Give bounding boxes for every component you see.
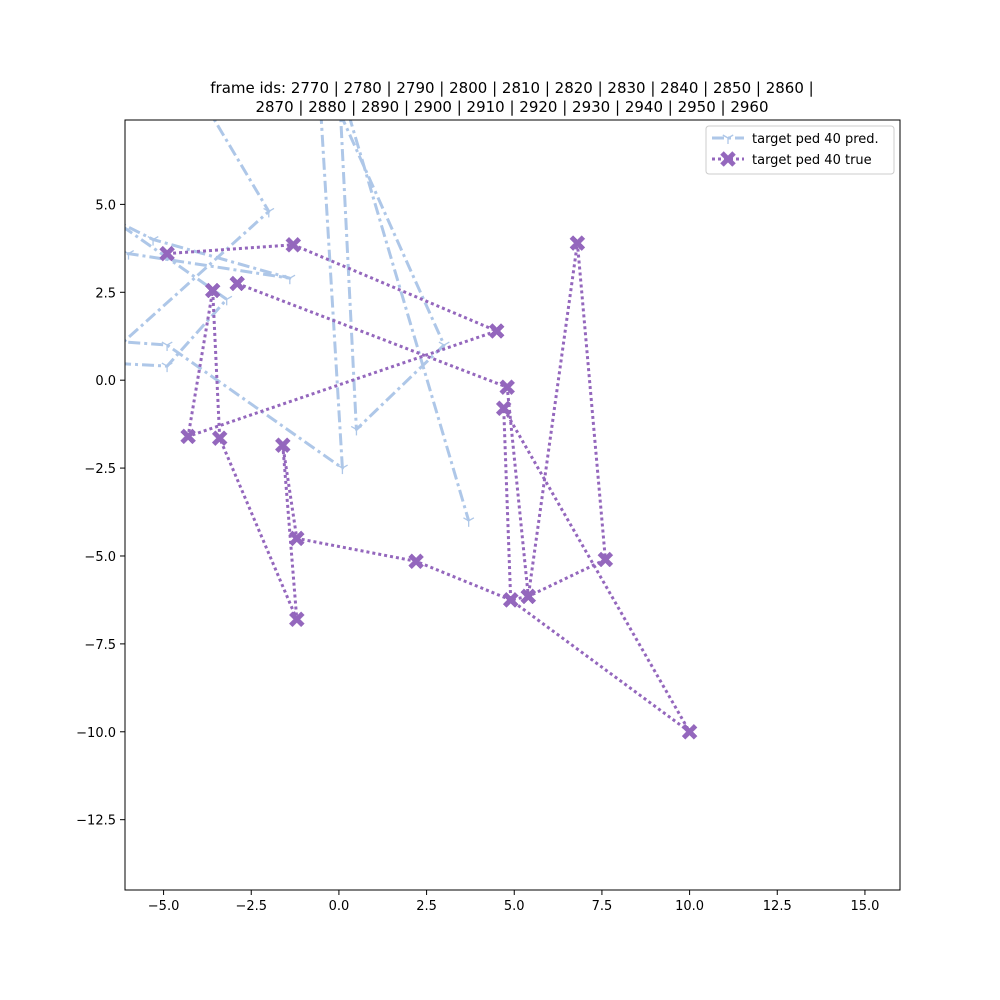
point-marker-true (288, 611, 305, 628)
plot-frame (124, 119, 901, 891)
point-marker-true (204, 282, 221, 299)
point-marker-true (502, 592, 519, 608)
legend-box (705, 125, 895, 175)
legend-swatch-pred (712, 134, 744, 144)
point-marker-true (180, 428, 196, 445)
chart-title-line-1: frame ids: 2770 | 2780 | 2790 | 2800 | 2… (210, 79, 813, 97)
point-marker-true (681, 723, 698, 740)
y-tick-label: −10.0 (76, 726, 116, 741)
point-marker-true (488, 323, 505, 339)
legend-label-pred: target ped 40 pred. (752, 132, 879, 147)
chart-title-line-2: 2870 | 2880 | 2890 | 2900 | 2910 | 2920 … (255, 98, 768, 116)
legend-marker (720, 151, 736, 167)
y-tick-label: −2.5 (84, 462, 116, 477)
point-marker-pred (263, 207, 275, 218)
point-marker-true (229, 275, 246, 292)
point-marker-pred (161, 362, 173, 373)
point-marker-true (495, 400, 512, 417)
y-tick-label: 0.0 (95, 374, 116, 389)
point-marker-true (597, 551, 614, 568)
legend-marker (722, 134, 734, 144)
x-tick-label: −2.5 (235, 899, 267, 914)
point-marker-true (288, 530, 305, 547)
y-tick-label: 5.0 (95, 198, 116, 213)
plot-area (125, 120, 698, 740)
y-tick-label: 2.5 (95, 286, 116, 301)
y-tick-label: −12.5 (76, 814, 116, 829)
legend-label-true: target ped 40 true (752, 153, 872, 168)
x-tick-label: 5.0 (504, 899, 525, 914)
point-marker-true (285, 236, 302, 253)
x-tick-label: 15.0 (850, 899, 879, 914)
y-tick-label: −7.5 (84, 638, 116, 653)
y-axis: 5.0 2.5 0.0 −2.5 −5.0 −7.5 −10.0 −12.5 (76, 198, 125, 829)
point-marker-true (408, 553, 424, 570)
x-tick-label: 2.5 (416, 899, 437, 914)
x-tick-label: 7.5 (592, 899, 613, 914)
legend-swatch-true (712, 151, 744, 167)
point-marker-true (520, 588, 537, 605)
legend: target ped 40 pred. target ped 40 true (705, 125, 895, 175)
point-marker-true (499, 379, 516, 396)
point-marker-pred (161, 341, 173, 352)
y-tick-label: −5.0 (84, 550, 116, 565)
point-marker-pred (221, 295, 233, 306)
x-tick-label: 12.5 (763, 899, 792, 914)
point-marker-pred (463, 517, 475, 527)
series-line-true (166, 241, 692, 734)
x-tick-label: 10.0 (675, 899, 704, 914)
point-marker-true (569, 235, 586, 251)
x-tick-label: 0.0 (329, 899, 350, 914)
point-marker-pred (147, 235, 159, 246)
point-marker-pred (350, 425, 362, 436)
x-axis: −5.0 −2.5 0.0 2.5 5.0 7.5 10.0 12.5 15.0 (148, 890, 879, 914)
point-marker-pred (125, 250, 135, 260)
point-marker-true (211, 430, 228, 447)
point-marker-pred (284, 274, 296, 285)
x-tick-label: −5.0 (148, 899, 180, 914)
point-marker-true (274, 437, 291, 454)
point-marker-pred (336, 464, 348, 475)
point-marker-true (159, 245, 175, 262)
